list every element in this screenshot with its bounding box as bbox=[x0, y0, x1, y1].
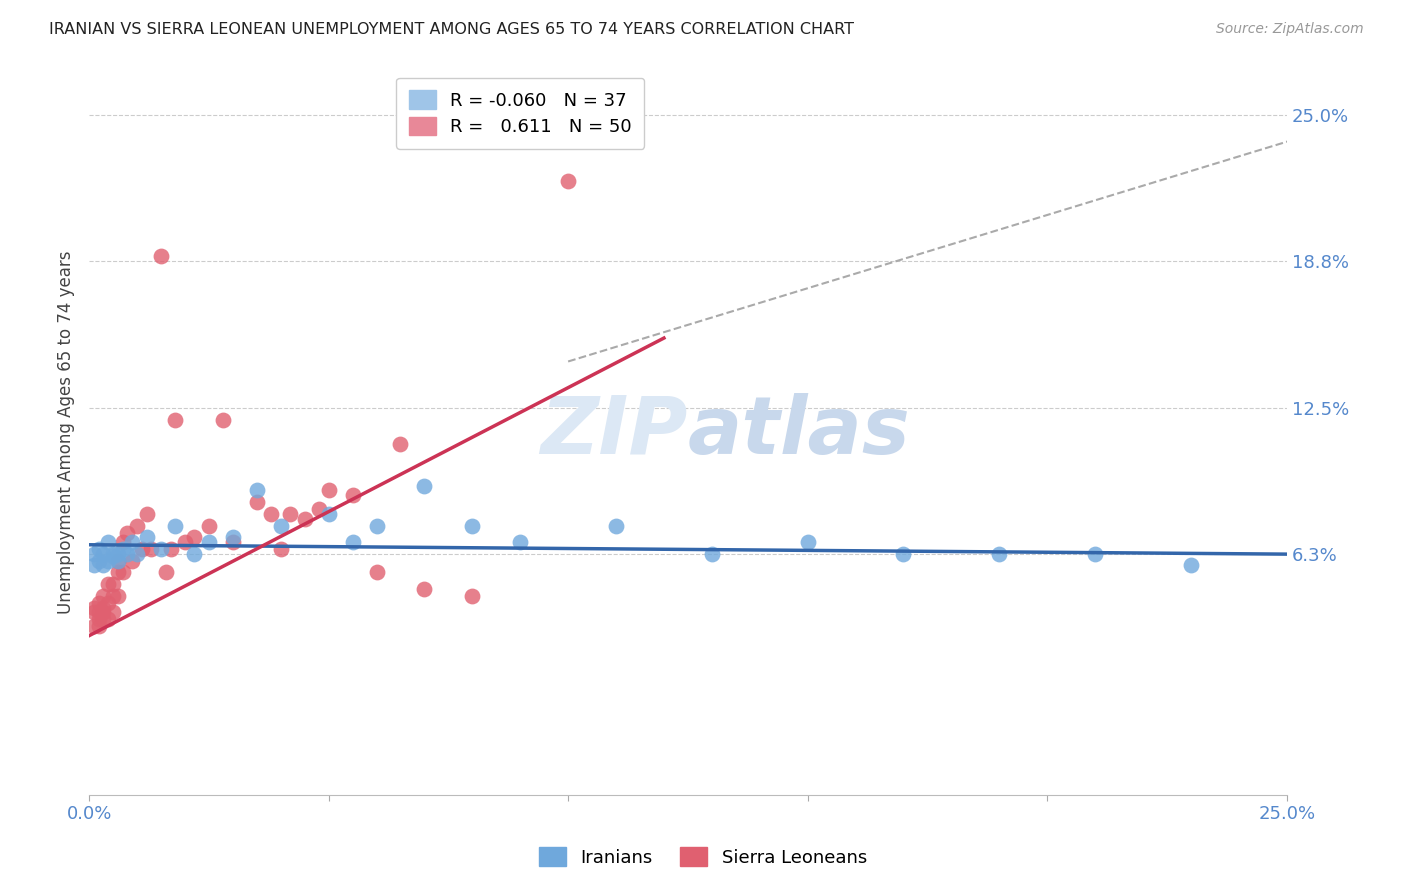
Point bbox=[413, 479, 436, 493]
Point bbox=[366, 518, 388, 533]
Point bbox=[318, 483, 340, 498]
Point bbox=[700, 547, 723, 561]
Point bbox=[509, 535, 531, 549]
Point bbox=[270, 518, 292, 533]
Point bbox=[988, 547, 1011, 561]
Point bbox=[83, 558, 105, 573]
Point bbox=[318, 507, 340, 521]
Point bbox=[107, 547, 129, 561]
Point bbox=[294, 511, 316, 525]
Point bbox=[101, 589, 124, 603]
Point bbox=[198, 518, 221, 533]
Point bbox=[101, 577, 124, 591]
Point bbox=[222, 530, 245, 544]
Point bbox=[461, 518, 484, 533]
Point bbox=[131, 541, 153, 556]
Point bbox=[278, 507, 301, 521]
Point bbox=[121, 535, 143, 549]
Point bbox=[87, 541, 110, 556]
Legend: R = -0.060   N = 37, R =   0.611   N = 50: R = -0.060 N = 37, R = 0.611 N = 50 bbox=[396, 78, 644, 149]
Point bbox=[97, 577, 120, 591]
Legend: Iranians, Sierra Leoneans: Iranians, Sierra Leoneans bbox=[531, 840, 875, 874]
Point bbox=[93, 612, 115, 626]
Point bbox=[87, 612, 110, 626]
Point bbox=[135, 507, 157, 521]
Point bbox=[107, 554, 129, 568]
Point bbox=[413, 582, 436, 596]
Point bbox=[796, 535, 818, 549]
Point bbox=[198, 535, 221, 549]
Point bbox=[111, 535, 134, 549]
Point bbox=[101, 549, 124, 563]
Point bbox=[97, 535, 120, 549]
Point bbox=[97, 596, 120, 610]
Point bbox=[83, 605, 105, 619]
Point bbox=[173, 535, 195, 549]
Point bbox=[308, 502, 330, 516]
Point bbox=[1180, 558, 1202, 573]
Point bbox=[93, 558, 115, 573]
Point bbox=[97, 554, 120, 568]
Point bbox=[87, 619, 110, 633]
Point bbox=[557, 174, 579, 188]
Point bbox=[222, 535, 245, 549]
Text: IRANIAN VS SIERRA LEONEAN UNEMPLOYMENT AMONG AGES 65 TO 74 YEARS CORRELATION CHA: IRANIAN VS SIERRA LEONEAN UNEMPLOYMENT A… bbox=[49, 22, 855, 37]
Point bbox=[97, 612, 120, 626]
Point bbox=[183, 547, 205, 561]
Point bbox=[83, 619, 105, 633]
Y-axis label: Unemployment Among Ages 65 to 74 years: Unemployment Among Ages 65 to 74 years bbox=[58, 250, 75, 614]
Point bbox=[461, 589, 484, 603]
Point bbox=[183, 530, 205, 544]
Point bbox=[135, 530, 157, 544]
Point bbox=[101, 605, 124, 619]
Point bbox=[93, 547, 115, 561]
Point bbox=[342, 535, 364, 549]
Point bbox=[342, 488, 364, 502]
Point bbox=[155, 566, 177, 580]
Point bbox=[83, 600, 105, 615]
Point bbox=[260, 507, 283, 521]
Point bbox=[93, 605, 115, 619]
Point bbox=[149, 541, 172, 556]
Point bbox=[93, 589, 115, 603]
Point bbox=[83, 547, 105, 561]
Point bbox=[165, 518, 187, 533]
Point bbox=[366, 566, 388, 580]
Point bbox=[246, 495, 269, 509]
Point bbox=[893, 547, 915, 561]
Point bbox=[93, 600, 115, 615]
Point bbox=[605, 518, 627, 533]
Point bbox=[125, 547, 148, 561]
Point bbox=[270, 541, 292, 556]
Point bbox=[1084, 547, 1107, 561]
Point bbox=[117, 525, 139, 540]
Point bbox=[159, 541, 181, 556]
Text: atlas: atlas bbox=[688, 392, 911, 471]
Point bbox=[101, 547, 124, 561]
Text: ZIP: ZIP bbox=[540, 392, 688, 471]
Point bbox=[121, 554, 143, 568]
Point bbox=[141, 541, 163, 556]
Point bbox=[389, 436, 412, 450]
Text: Source: ZipAtlas.com: Source: ZipAtlas.com bbox=[1216, 22, 1364, 37]
Point bbox=[246, 483, 269, 498]
Point bbox=[111, 541, 134, 556]
Point bbox=[107, 554, 129, 568]
Point bbox=[165, 413, 187, 427]
Point bbox=[87, 596, 110, 610]
Point bbox=[111, 566, 134, 580]
Point bbox=[149, 249, 172, 263]
Point bbox=[125, 518, 148, 533]
Point bbox=[87, 554, 110, 568]
Point bbox=[117, 547, 139, 561]
Point bbox=[107, 566, 129, 580]
Point bbox=[107, 589, 129, 603]
Point bbox=[87, 605, 110, 619]
Point bbox=[212, 413, 235, 427]
